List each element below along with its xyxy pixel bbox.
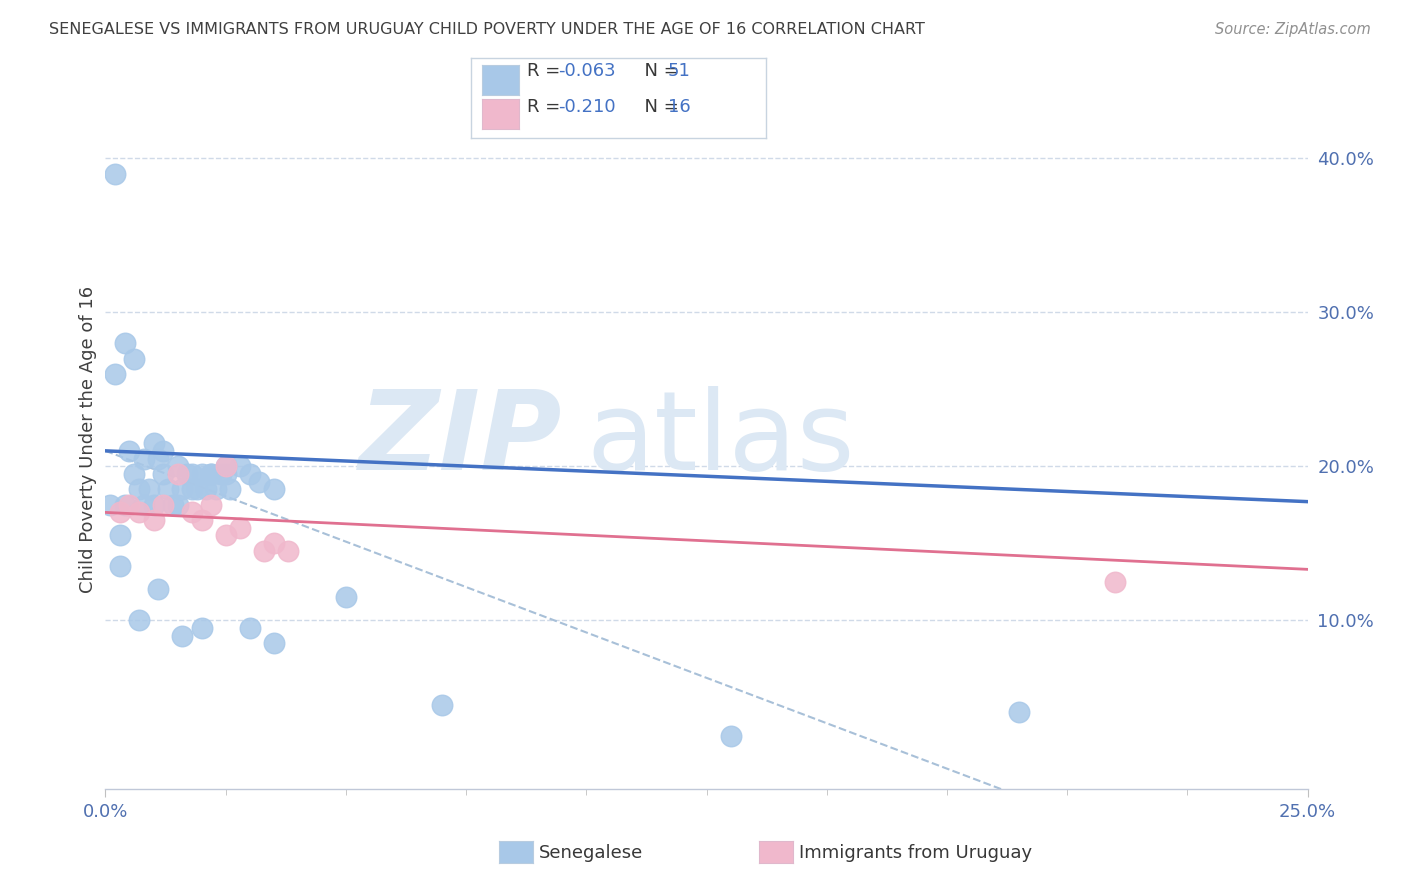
Point [190,621,212,635]
Point [132,498,155,512]
Point [181,467,204,481]
Text: Immigrants from Uruguay: Immigrants from Uruguay [799,844,1032,862]
Text: Source: ZipAtlas.com: Source: ZipAtlas.com [1215,22,1371,37]
Point [214,459,236,474]
Point [181,483,204,497]
Point [152,467,174,481]
Text: atlas: atlas [586,386,855,492]
Text: N =: N = [633,97,685,115]
Point [219,483,242,497]
Point [195,483,218,497]
Point [205,483,228,497]
Point [166,459,188,474]
Point [108,505,131,519]
Point [114,498,136,512]
Point [166,467,188,481]
Point [152,498,174,512]
Point [128,505,150,519]
Point [239,621,262,635]
Point [190,467,212,481]
Point [172,628,194,642]
Point [148,451,170,466]
Point [142,436,165,450]
Point [720,729,742,743]
Point [172,483,194,497]
Point [138,483,160,497]
Point [214,459,236,474]
Point [128,613,150,627]
Point [229,521,252,535]
Point [1104,574,1126,589]
Point [1008,706,1031,720]
Point [98,498,121,512]
Point [124,351,146,366]
Point [118,443,141,458]
Point [142,498,165,512]
Point [263,536,285,550]
Point [335,590,357,604]
Point [186,483,208,497]
Text: N =: N = [633,62,685,79]
Point [128,483,150,497]
Text: -0.210: -0.210 [558,97,616,115]
Point [247,475,270,489]
Text: R =: R = [527,97,567,115]
Point [190,513,212,527]
Point [108,528,131,542]
Point [132,451,155,466]
Point [104,367,127,381]
Point [176,467,198,481]
Point [156,483,179,497]
Point [430,698,453,712]
Point [263,636,285,650]
Point [214,467,236,481]
Point [263,483,285,497]
Point [229,459,252,474]
Point [200,467,222,481]
Point [214,528,236,542]
Text: R =: R = [527,62,567,79]
Text: SENEGALESE VS IMMIGRANTS FROM URUGUAY CHILD POVERTY UNDER THE AGE OF 16 CORRELAT: SENEGALESE VS IMMIGRANTS FROM URUGUAY CH… [49,22,925,37]
Text: 16: 16 [668,97,690,115]
Point [104,167,127,181]
Point [200,467,222,481]
Text: ZIP: ZIP [359,386,562,492]
Point [181,505,204,519]
Point [277,544,299,558]
Point [142,513,165,527]
Text: -0.063: -0.063 [558,62,616,79]
Point [253,544,276,558]
Point [118,498,141,512]
Text: 51: 51 [668,62,690,79]
Point [152,443,174,458]
Y-axis label: Child Poverty Under the Age of 16: Child Poverty Under the Age of 16 [79,285,97,593]
Point [239,467,262,481]
Point [200,498,222,512]
Point [114,336,136,351]
Point [166,498,188,512]
Point [124,467,146,481]
Point [148,582,170,597]
Point [162,498,184,512]
Point [108,559,131,574]
Text: Senegalese: Senegalese [538,844,643,862]
Point [209,467,232,481]
